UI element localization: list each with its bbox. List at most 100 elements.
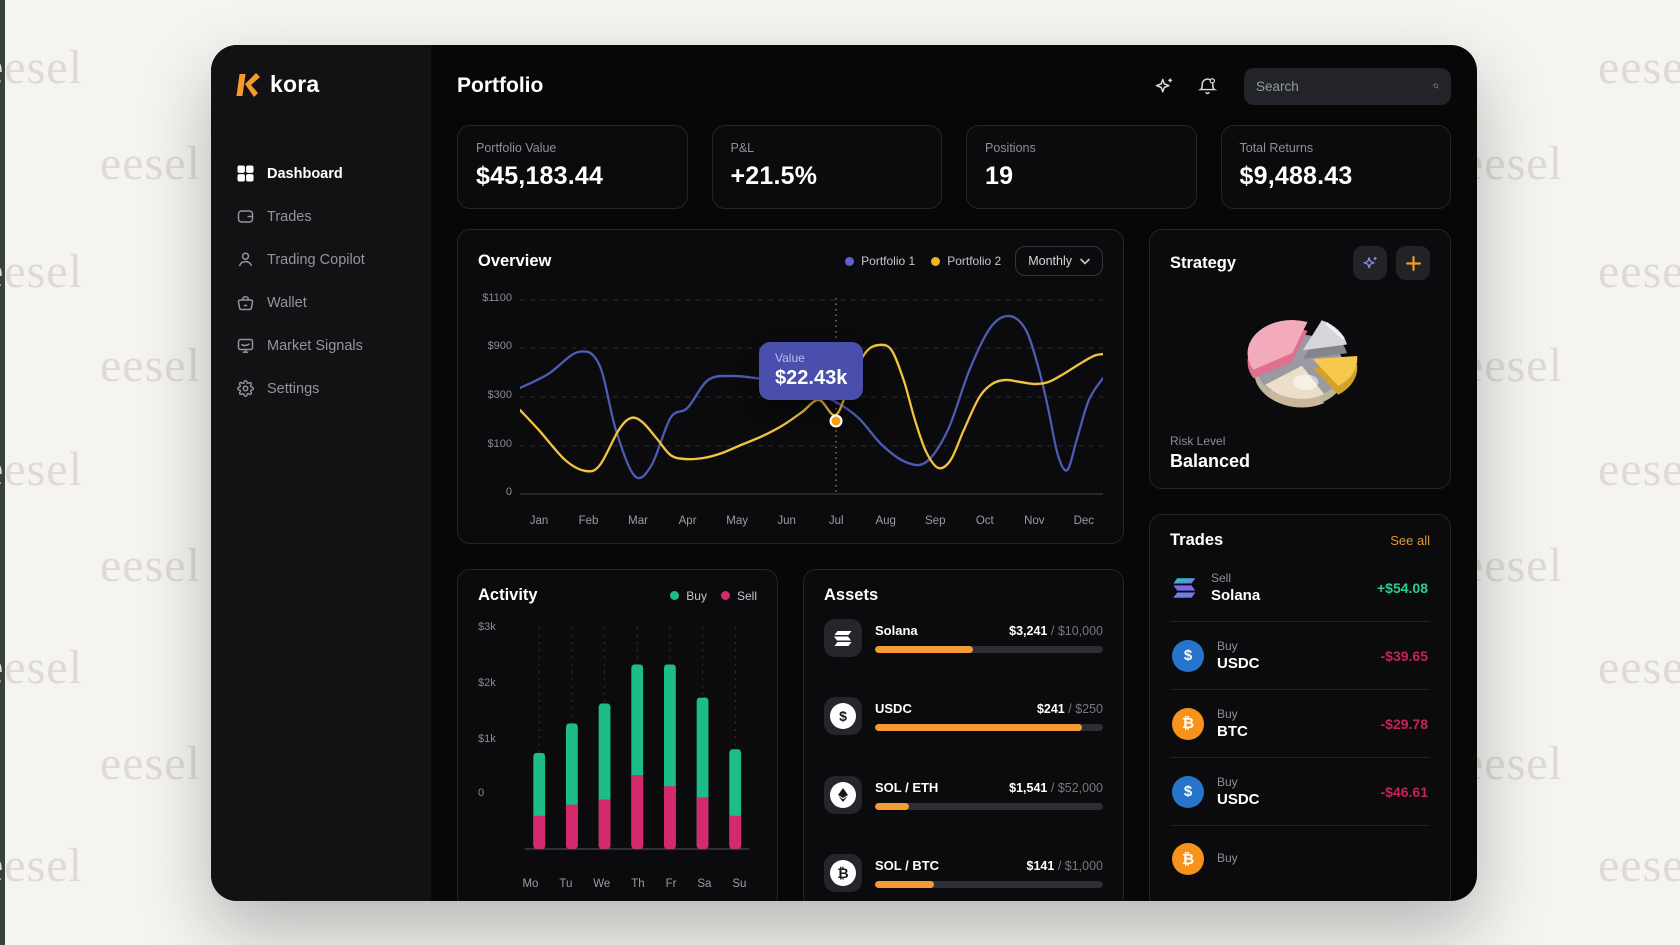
x-tick: Mar: [628, 515, 648, 527]
legend-label: Sell: [736, 588, 757, 603]
overview-title: Overview: [478, 251, 552, 270]
strategy-pie-illustration: [1170, 280, 1430, 434]
asset-row-sol-btc[interactable]: ₿ SOL / BTC $141 / $1,000: [824, 853, 1103, 892]
dashboard-grid-icon: [237, 165, 254, 182]
asset-total: $250: [1075, 702, 1103, 717]
btc-icon: ₿: [1172, 707, 1204, 740]
asset-current: $141: [1026, 858, 1055, 873]
period-dropdown[interactable]: Monthly: [1015, 246, 1103, 276]
trade-amount: -$46.61: [1380, 783, 1428, 800]
trade-row-solana[interactable]: Sell Solana +$54.08: [1170, 554, 1430, 622]
sidebar-item-label: Trades: [267, 208, 312, 225]
activity-x-axis: Mo Tu We Th Fr Sa Su: [478, 870, 757, 892]
y-tick: $100: [487, 438, 512, 450]
stats-row: Portfolio Value $45,183.44 P&L +21.5% Po…: [457, 125, 1451, 209]
trades-card: Trades See all Sell: [1149, 514, 1451, 901]
watermark-text: eesel: [0, 245, 83, 298]
asset-rows: Solana $3,241 / $10,000 $: [824, 619, 1103, 892]
app-logo[interactable]: kora: [235, 71, 407, 98]
eth-icon: [824, 775, 862, 814]
asset-progress-fill: [875, 724, 1083, 732]
main-content: Portfolio: [431, 45, 1477, 901]
asset-row-solana[interactable]: Solana $3,241 / $10,000: [824, 619, 1103, 657]
strategy-add-button[interactable]: [1396, 246, 1430, 280]
watermark-text: eesel: [1598, 641, 1680, 694]
sidebar-item-settings[interactable]: Settings: [235, 371, 407, 406]
risk-level-value: Balanced: [1170, 451, 1251, 471]
period-value: Monthly: [1028, 254, 1072, 268]
sidebar-item-dashboard[interactable]: Dashboard: [235, 156, 407, 191]
notifications-button[interactable]: [1195, 74, 1220, 99]
asset-values: $1,541 / $52,000: [1009, 781, 1103, 795]
header-actions: [1152, 67, 1451, 105]
watermark-text: eesel: [100, 737, 201, 790]
overview-y-axis: $1100 $900 $300 $100 0: [478, 290, 520, 505]
legend-label: Portfolio 1: [861, 254, 916, 268]
trade-row-btc[interactable]: ₿ Buy BTC -$29.78: [1170, 690, 1430, 758]
btc-icon: ₿: [1172, 843, 1204, 875]
asset-row-usdc[interactable]: $ USDC $241 / $250: [824, 697, 1103, 736]
user-icon: [238, 252, 253, 267]
see-all-link[interactable]: See all: [1390, 533, 1430, 548]
eth-diamond: [838, 787, 848, 802]
y-tick: $900: [487, 340, 512, 352]
watermark-text: eesel: [100, 137, 201, 190]
asset-total: $1,000: [1064, 858, 1103, 873]
asset-progress-fill: [875, 802, 910, 810]
stat-card-portfolio-value: Portfolio Value $45,183.44: [457, 125, 688, 209]
sidebar-item-trades[interactable]: Trades: [235, 199, 407, 234]
sidebar-item-label: Trading Copilot: [267, 251, 365, 268]
trade-row-usdc-2[interactable]: $ Buy USDC -$46.61: [1170, 758, 1430, 826]
trade-row-usdc-1[interactable]: $ Buy USDC -$39.65: [1170, 622, 1430, 690]
trade-side: Buy: [1217, 707, 1238, 721]
x-tick: Feb: [578, 515, 599, 527]
screen-edge-strip: [0, 0, 5, 945]
solana-icon: [1173, 577, 1196, 598]
asset-values: $241 / $250: [1037, 702, 1103, 716]
x-tick: Jan: [529, 515, 549, 527]
usdc-glyph: $: [830, 703, 856, 730]
sidebar-item-wallet[interactable]: Wallet: [235, 285, 407, 320]
eth-glyph: [830, 781, 856, 808]
stat-card-positions: Positions 19: [966, 125, 1197, 209]
asset-name: SOL / ETH: [875, 779, 939, 795]
chart-marker-dot[interactable]: [829, 414, 843, 428]
x-tick: Jun: [777, 515, 796, 527]
usdc-icon: $: [824, 697, 862, 736]
trade-side: Buy: [1217, 639, 1238, 653]
asset-row-sol-eth[interactable]: SOL / ETH $1,541 / $52,000: [824, 775, 1103, 814]
sidebar-item-market-signals[interactable]: Market Signals: [235, 328, 407, 363]
y-tick: 0: [478, 787, 485, 799]
asset-name: Solana: [875, 623, 918, 638]
stat-card-pnl: P&L +21.5%: [711, 125, 942, 209]
page-title: Portfolio: [457, 74, 544, 97]
sidebar-item-trading-copilot[interactable]: Trading Copilot: [235, 242, 407, 277]
watermark-text: eesel: [100, 539, 201, 592]
strategy-ai-button[interactable]: [1353, 246, 1387, 280]
stat-label: Portfolio Value: [476, 141, 557, 155]
trade-asset: Solana: [1211, 587, 1261, 604]
stat-value: $45,183.44: [476, 162, 604, 190]
y-tick: $1k: [478, 733, 496, 745]
gear-icon: [237, 380, 254, 397]
sparkle-icon: [1155, 77, 1173, 92]
watermark-text: eesel: [1598, 839, 1680, 892]
search-input[interactable]: [1256, 78, 1433, 94]
trade-asset: BTC: [1217, 723, 1248, 740]
asset-sep: /: [1054, 858, 1065, 873]
y-tick: 0: [505, 486, 512, 498]
x-tick: We: [593, 878, 611, 890]
x-tick: May: [726, 515, 748, 527]
asset-sep: /: [1047, 624, 1058, 638]
watermark-text: eesel: [0, 641, 83, 694]
activity-plot: [512, 617, 757, 870]
x-tick: Tu: [559, 878, 573, 890]
sidebar-item-label: Dashboard: [267, 165, 343, 182]
trade-row-partial[interactable]: ₿ Buy: [1170, 826, 1430, 892]
btc-glyph: ₿: [830, 859, 856, 886]
search-box: [1244, 67, 1451, 105]
trade-side: Sell: [1211, 571, 1232, 585]
ai-sparkle-button[interactable]: [1152, 74, 1177, 99]
legend-label: Buy: [686, 588, 707, 603]
watermark-text: eesel: [100, 339, 201, 392]
